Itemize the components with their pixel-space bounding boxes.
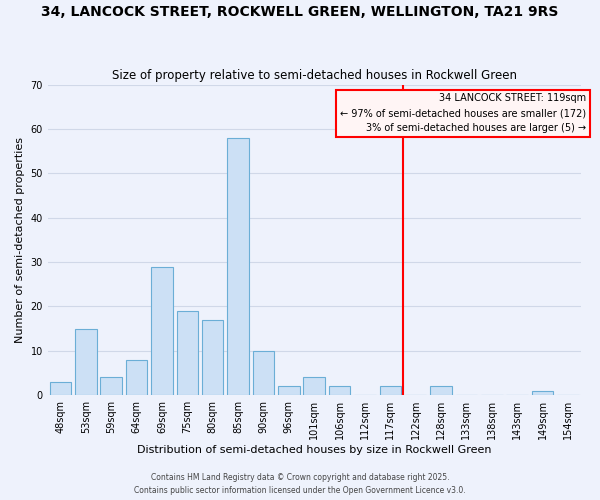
Bar	[532, 391, 553, 395]
Bar	[75, 328, 97, 395]
Text: Contains HM Land Registry data © Crown copyright and database right 2025.
Contai: Contains HM Land Registry data © Crown c…	[134, 474, 466, 495]
Title: Size of property relative to semi-detached houses in Rockwell Green: Size of property relative to semi-detach…	[112, 69, 517, 82]
Bar	[151, 266, 173, 395]
X-axis label: Distribution of semi-detached houses by size in Rockwell Green: Distribution of semi-detached houses by …	[137, 445, 491, 455]
Bar	[50, 382, 71, 395]
Text: 34 LANCOCK STREET: 119sqm
← 97% of semi-detached houses are smaller (172)
3% of : 34 LANCOCK STREET: 119sqm ← 97% of semi-…	[340, 94, 586, 133]
Bar	[100, 378, 122, 395]
Bar	[430, 386, 452, 395]
Bar	[329, 386, 350, 395]
Bar	[126, 360, 148, 395]
Bar	[202, 320, 223, 395]
Bar	[304, 378, 325, 395]
Bar	[278, 386, 299, 395]
Bar	[176, 311, 198, 395]
Bar	[253, 351, 274, 395]
Bar	[380, 386, 401, 395]
Text: 34, LANCOCK STREET, ROCKWELL GREEN, WELLINGTON, TA21 9RS: 34, LANCOCK STREET, ROCKWELL GREEN, WELL…	[41, 5, 559, 19]
Y-axis label: Number of semi-detached properties: Number of semi-detached properties	[15, 137, 25, 343]
Bar	[227, 138, 249, 395]
